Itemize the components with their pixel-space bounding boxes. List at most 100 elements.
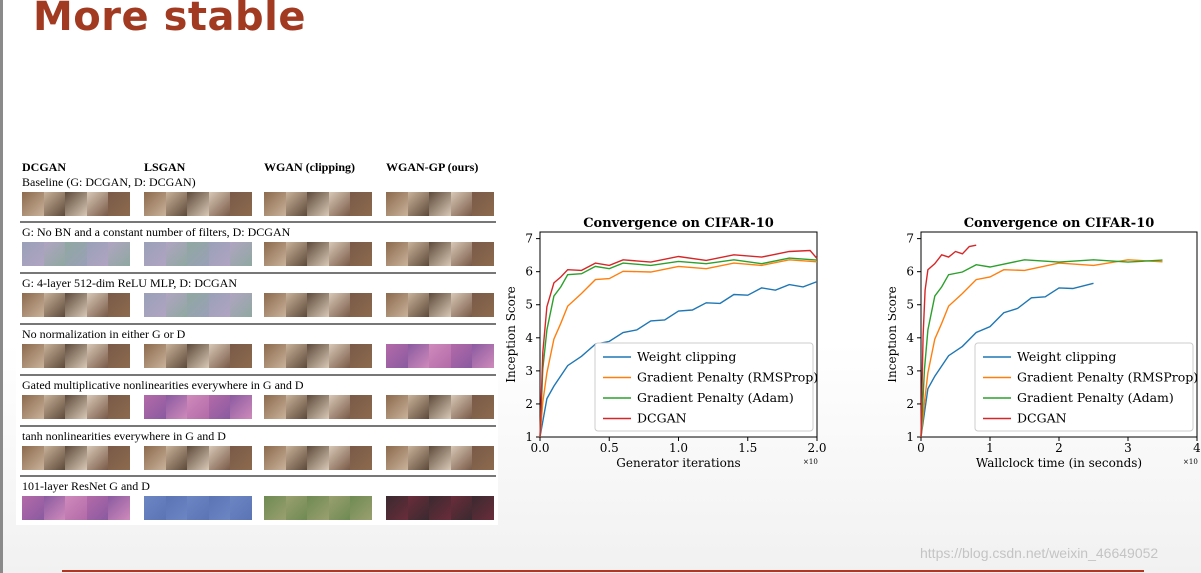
x-tick-label: 0.0 — [530, 441, 549, 455]
sample-images — [144, 293, 252, 317]
sample-images — [22, 395, 130, 419]
y-tick-label: 3 — [906, 364, 914, 378]
row-label: G: 4-layer 512-dim ReLU MLP, D: DCGAN — [22, 276, 237, 290]
x-axis-label: Generator iterations — [616, 456, 740, 470]
column-header-dcgan: DCGAN — [22, 160, 66, 174]
y-tick-label: 2 — [906, 397, 914, 411]
row-divider — [20, 425, 496, 427]
sample-images — [264, 192, 372, 216]
y-tick-label: 6 — [525, 265, 533, 279]
series-line-2 — [920, 259, 1163, 438]
row-label: No normalization in either G or D — [22, 327, 186, 341]
legend-box — [974, 342, 1194, 432]
y-tick-label: 3 — [525, 364, 533, 378]
row-divider — [20, 475, 496, 477]
sample-images — [144, 344, 252, 368]
sample-images — [386, 446, 494, 470]
series-line-4 — [539, 249, 818, 438]
sample-images — [386, 344, 494, 368]
sample-images — [264, 395, 372, 419]
y-tick-label: 1 — [906, 430, 914, 444]
sample-images — [386, 395, 494, 419]
sample-images — [144, 192, 252, 216]
y-tick-label: 5 — [525, 298, 533, 312]
row-divider — [20, 323, 496, 325]
x-tick-label: 1.5 — [738, 441, 757, 455]
left-edge-bar — [0, 0, 3, 573]
y-tick-label: 7 — [525, 232, 533, 246]
series-line-3 — [539, 257, 818, 438]
x-tick-label: 0 — [917, 441, 925, 455]
x-tick-label: 3 — [1124, 441, 1132, 455]
sample-images — [386, 192, 494, 216]
sample-images — [144, 395, 252, 419]
sample-images — [264, 496, 372, 520]
sample-images — [144, 242, 252, 266]
y-axis-label: Inception Score — [505, 286, 518, 382]
series-line-2 — [539, 259, 818, 438]
legend-label: Gradient Penalty (RMSProp) — [1017, 370, 1198, 385]
y-axis-label: Inception Score — [888, 286, 899, 382]
legend-label: Weight clipping — [1017, 349, 1116, 364]
watermark: https://blog.csdn.net/weixin_46649052 — [920, 545, 1159, 561]
sample-images — [22, 344, 130, 368]
y-tick-label: 4 — [906, 331, 914, 345]
comparison-figure: DCGAN LSGAN WGAN (clipping) WGAN-GP (our… — [16, 155, 498, 525]
legend-label: Gradient Penalty (Adam) — [637, 390, 794, 405]
sample-images — [264, 344, 372, 368]
x-tick-label: 0.5 — [600, 441, 619, 455]
column-header-lsgan: LSGAN — [144, 160, 186, 174]
row-label: tanh nonlinearities everywhere in G and … — [22, 429, 226, 443]
sample-images — [22, 496, 130, 520]
chart-generator-iterations: Convergence on CIFAR-10 0.0 0.5 1.0 1.5 2.0 1 2… — [505, 216, 827, 470]
x-tick-label: 1.0 — [669, 441, 688, 455]
sample-images — [22, 293, 130, 317]
row-label: Baseline (G: DCGAN, D: DCGAN) — [22, 175, 196, 189]
sample-images — [22, 192, 130, 216]
x-axis-multiplier: ×10 — [1183, 458, 1198, 466]
y-tick-label: 4 — [525, 331, 533, 345]
chart-wallclock-time: Convergence on CIFAR-100 1 2 3 41234567Wallc… — [888, 216, 1200, 470]
sample-images — [264, 293, 372, 317]
series-line-1 — [920, 282, 1094, 438]
y-tick-label: 1 — [525, 430, 533, 444]
x-axis-multiplier: ×10 — [803, 458, 818, 466]
sample-images — [386, 496, 494, 520]
y-tick-label: 6 — [906, 265, 914, 279]
sample-images — [144, 496, 252, 520]
slide-title: More stable — [33, 0, 306, 40]
row-divider — [20, 221, 496, 223]
y-tick-label: 5 — [906, 298, 914, 312]
row-divider — [20, 374, 496, 376]
row-divider — [20, 272, 496, 274]
sample-images — [144, 446, 252, 470]
sample-images — [22, 242, 130, 266]
series-line-3 — [920, 259, 1163, 438]
column-header-wgan-clipping: WGAN (clipping) — [264, 160, 356, 174]
y-tick-label: 2 — [525, 397, 533, 411]
bottom-rule — [62, 570, 1144, 572]
x-tick-label: 4 — [1193, 441, 1200, 455]
sample-images — [264, 446, 372, 470]
sample-images — [386, 293, 494, 317]
y-tick-label: 7 — [906, 232, 914, 246]
legend-label: DCGAN — [637, 411, 687, 426]
row-label: G: No BN and a constant number of filter… — [22, 225, 291, 239]
row-label: 101-layer ResNet G and D — [22, 479, 150, 493]
legend-box — [594, 342, 814, 432]
x-tick-label: 1 — [986, 441, 994, 455]
series-line-1 — [539, 280, 818, 438]
legend-label: Weight clipping — [637, 349, 736, 364]
sample-images — [264, 242, 372, 266]
x-tick-label: 2.0 — [807, 441, 826, 455]
x-axis-label: Wallclock time (in seconds) — [976, 456, 1142, 470]
row-label: Gated multiplicative nonlinearities ever… — [22, 378, 304, 392]
legend-label: Gradient Penalty (Adam) — [1017, 390, 1174, 405]
sample-images — [386, 242, 494, 266]
legend-label: Gradient Penalty (RMSProp) — [637, 370, 818, 385]
legend-label: DCGAN — [1017, 411, 1067, 426]
x-tick-label: 2 — [1055, 441, 1063, 455]
chart-title: Convergence on CIFAR-10 — [964, 216, 1155, 231]
series-line-4 — [920, 244, 977, 438]
chart-title: Convergence on CIFAR-10 — [583, 216, 774, 231]
